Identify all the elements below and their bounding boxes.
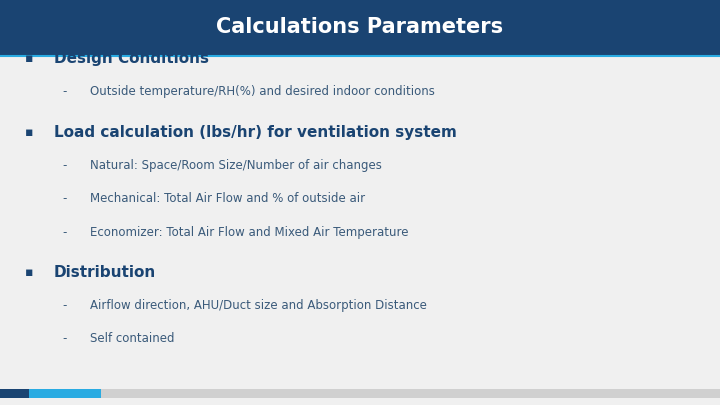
Text: Design Conditions: Design Conditions <box>54 51 209 66</box>
FancyBboxPatch shape <box>101 389 720 398</box>
Text: -: - <box>63 85 67 98</box>
Text: -: - <box>63 192 67 205</box>
Text: ▪: ▪ <box>25 52 34 65</box>
Text: -: - <box>63 333 67 345</box>
Text: Outside temperature/RH(%) and desired indoor conditions: Outside temperature/RH(%) and desired in… <box>90 85 435 98</box>
Text: -: - <box>63 159 67 172</box>
Text: Mechanical: Total Air Flow and % of outside air: Mechanical: Total Air Flow and % of outs… <box>90 192 365 205</box>
FancyBboxPatch shape <box>0 389 29 398</box>
Text: ▪: ▪ <box>25 266 34 279</box>
Text: Economizer: Total Air Flow and Mixed Air Temperature: Economizer: Total Air Flow and Mixed Air… <box>90 226 408 239</box>
FancyBboxPatch shape <box>0 0 720 55</box>
FancyBboxPatch shape <box>29 389 101 398</box>
Text: Calculations Parameters: Calculations Parameters <box>217 17 503 37</box>
Text: Distribution: Distribution <box>54 265 156 280</box>
Text: ▪: ▪ <box>25 126 34 139</box>
Text: Natural: Space/Room Size/Number of air changes: Natural: Space/Room Size/Number of air c… <box>90 159 382 172</box>
Text: -: - <box>63 226 67 239</box>
Text: -: - <box>63 299 67 312</box>
Text: Self contained: Self contained <box>90 333 174 345</box>
Text: Load calculation (lbs/hr) for ventilation system: Load calculation (lbs/hr) for ventilatio… <box>54 125 457 140</box>
Text: Airflow direction, AHU/Duct size and Absorption Distance: Airflow direction, AHU/Duct size and Abs… <box>90 299 427 312</box>
